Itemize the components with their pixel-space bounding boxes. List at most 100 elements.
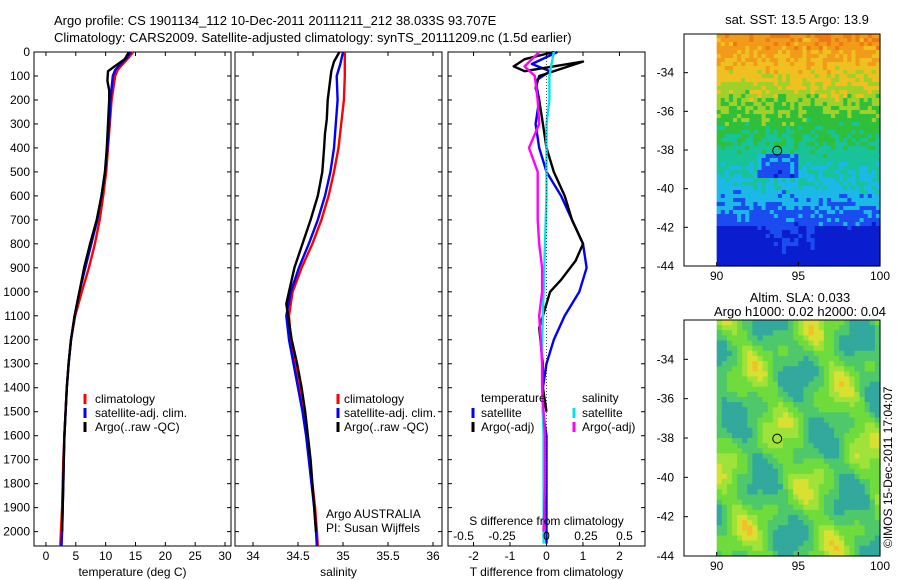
map-cell	[849, 381, 856, 388]
map-cell	[724, 50, 730, 55]
map-cell	[828, 489, 835, 496]
map-cell	[773, 58, 779, 63]
map-cell	[798, 138, 804, 143]
map-cell	[818, 438, 825, 444]
map-cell	[716, 386, 723, 393]
map-cell	[843, 230, 848, 235]
map-cell	[844, 350, 850, 357]
map-cell	[761, 230, 767, 235]
map-cell	[863, 262, 869, 267]
map-cell	[726, 407, 733, 413]
map-cell	[790, 170, 795, 175]
profile-location-marker	[772, 433, 783, 444]
map-cell	[806, 78, 812, 83]
map-cell	[839, 355, 845, 362]
map-cell	[749, 206, 755, 211]
map-cell	[733, 150, 738, 155]
map-cell	[814, 254, 820, 259]
map-cell	[783, 443, 789, 449]
map-cell	[762, 514, 769, 521]
map-cell	[783, 438, 789, 444]
map-cell	[806, 158, 812, 163]
map-cell	[871, 34, 877, 39]
map-cell	[831, 46, 836, 51]
map-cell	[818, 376, 825, 383]
map-cell	[788, 402, 794, 408]
map-cell	[788, 355, 794, 362]
map-cell	[794, 78, 799, 83]
map-cell	[741, 198, 746, 203]
map-cell	[786, 250, 791, 255]
map-cell	[835, 58, 840, 63]
map-cell	[724, 110, 730, 115]
map-cell	[854, 525, 861, 531]
map-cell	[822, 190, 828, 195]
map-cell	[875, 150, 881, 155]
map-cell	[761, 258, 767, 263]
map-cell	[806, 170, 812, 175]
map-cell	[798, 258, 804, 263]
map-cell	[798, 422, 805, 429]
map-cell	[793, 468, 799, 475]
map-cell	[737, 530, 743, 537]
map-cell	[749, 150, 755, 155]
map-cell	[875, 182, 881, 187]
map-cell	[786, 238, 791, 243]
map-cell	[773, 78, 779, 83]
map-cell	[765, 58, 771, 63]
map-cell	[773, 126, 779, 131]
map-cell	[749, 94, 755, 99]
map-cell	[855, 230, 861, 235]
map-cell	[851, 238, 857, 243]
x-tick-label: 5	[72, 549, 79, 563]
map-cell	[831, 94, 836, 99]
map-cell	[834, 376, 840, 383]
map-cell	[855, 62, 861, 67]
map-cell	[741, 134, 746, 139]
map-cell	[806, 110, 812, 115]
map-cell	[742, 407, 748, 413]
map-cell	[835, 102, 840, 107]
map-cell	[874, 402, 881, 408]
map-cell	[823, 402, 830, 408]
map-cell	[782, 70, 787, 75]
map-cell	[733, 46, 738, 51]
map-cell	[808, 386, 815, 393]
map-cell	[839, 178, 844, 183]
map-cell	[806, 190, 812, 195]
map-cell	[859, 504, 866, 511]
map-cell	[716, 102, 722, 107]
map-cell	[859, 432, 866, 439]
map-cell	[823, 489, 830, 496]
map-cell	[737, 473, 743, 480]
map-cell	[753, 106, 759, 111]
map-cell	[777, 320, 784, 326]
map-cell	[773, 138, 779, 143]
map-cell	[859, 134, 865, 139]
map-cell	[839, 186, 844, 191]
map-cell	[728, 62, 734, 67]
map-cell	[745, 254, 750, 259]
map-cell	[761, 234, 767, 239]
map-cell	[835, 134, 840, 139]
map-cell	[810, 86, 816, 91]
map-cell	[757, 218, 763, 223]
map-cell	[844, 504, 850, 511]
map-cell	[749, 102, 755, 107]
map-cell	[808, 520, 815, 526]
map-cell	[724, 210, 730, 215]
map-cell	[864, 412, 871, 419]
map-cell	[777, 238, 783, 243]
map-cell	[733, 34, 738, 39]
map-cell	[798, 78, 804, 83]
map-cell	[867, 210, 873, 215]
map-cell	[737, 320, 743, 326]
map-cell	[737, 509, 743, 516]
map-cell	[737, 190, 742, 195]
map-cell	[859, 335, 866, 342]
map-cell	[798, 412, 805, 419]
map-cell	[783, 335, 789, 342]
map-cell	[806, 174, 812, 179]
map-cell	[831, 70, 836, 75]
map-cell	[769, 98, 775, 103]
